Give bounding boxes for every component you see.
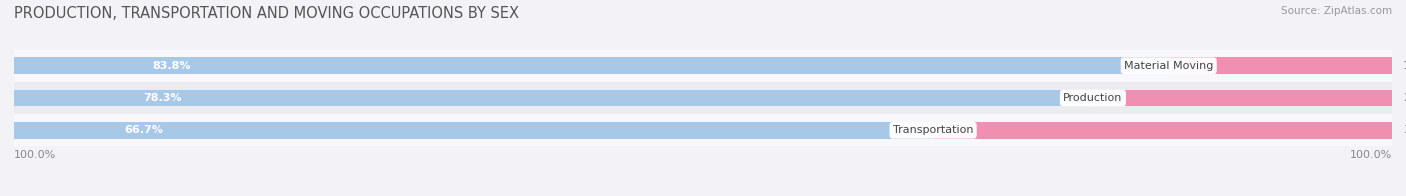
Text: 78.3%: 78.3% [143, 93, 181, 103]
Text: Material Moving: Material Moving [1123, 61, 1213, 71]
Text: 33.3%: 33.3% [1403, 125, 1406, 135]
Text: 100.0%: 100.0% [1350, 150, 1392, 160]
Bar [14, 114, 1392, 146]
Bar [14, 90, 1092, 106]
Text: PRODUCTION, TRANSPORTATION AND MOVING OCCUPATIONS BY SEX: PRODUCTION, TRANSPORTATION AND MOVING OC… [14, 6, 519, 21]
Bar [14, 82, 1392, 114]
Text: Production: Production [1063, 93, 1122, 103]
Text: 66.7%: 66.7% [124, 125, 163, 135]
Text: Transportation: Transportation [893, 125, 973, 135]
Bar [14, 50, 1392, 82]
Text: 100.0%: 100.0% [14, 150, 56, 160]
Bar [14, 122, 934, 139]
Text: 16.2%: 16.2% [1403, 61, 1406, 71]
Text: 21.7%: 21.7% [1403, 93, 1406, 103]
Bar [934, 122, 1392, 139]
Text: Source: ZipAtlas.com: Source: ZipAtlas.com [1281, 6, 1392, 16]
Bar [14, 57, 1168, 74]
Bar [1168, 57, 1392, 74]
Text: 83.8%: 83.8% [153, 61, 191, 71]
Bar [1092, 90, 1392, 106]
